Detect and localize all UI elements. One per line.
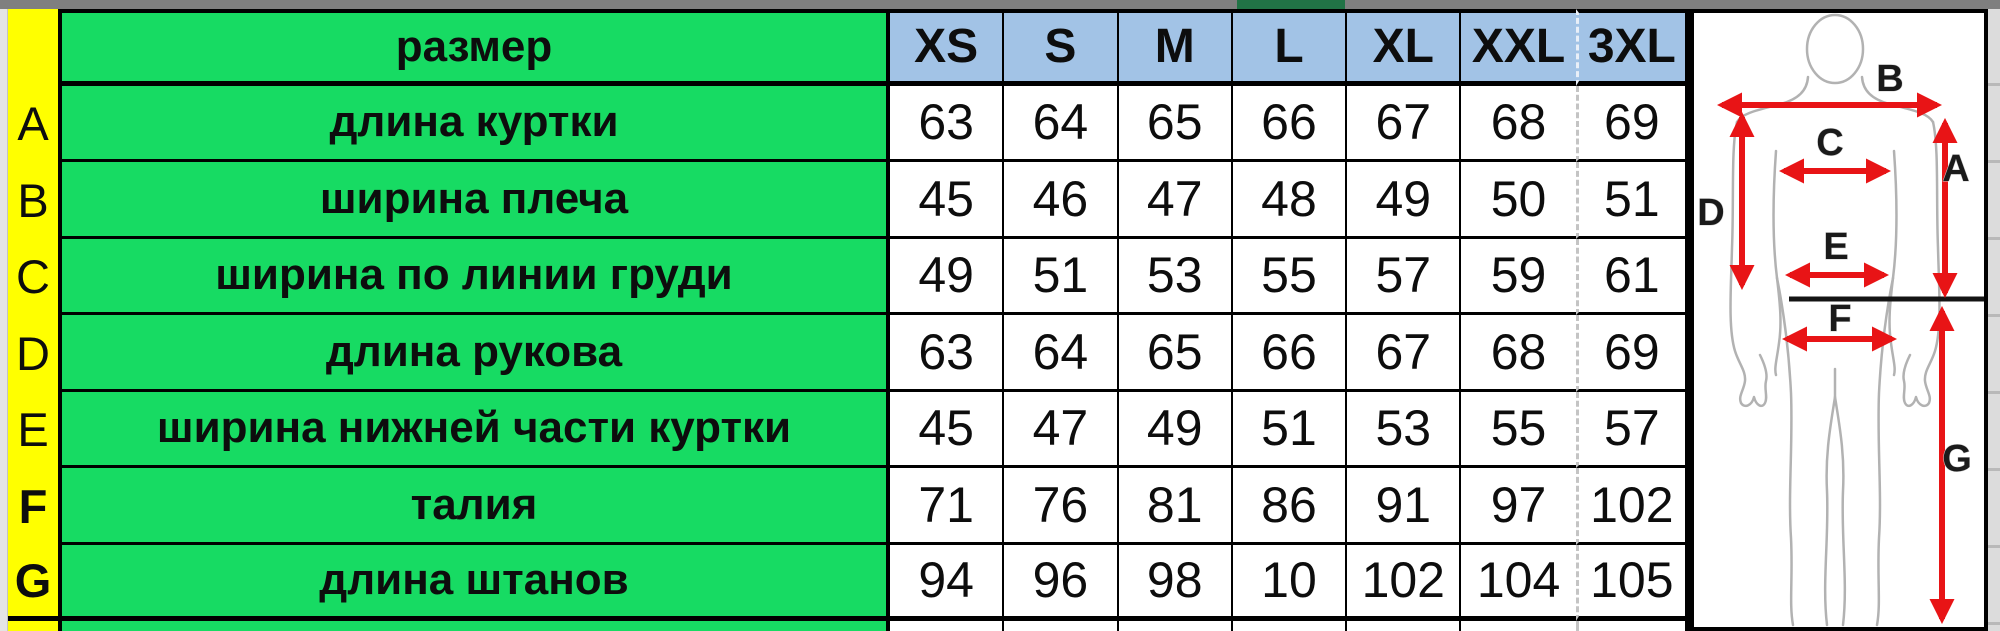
size-header-3xl: 3XL bbox=[1575, 9, 1690, 86]
row-label-E: ширина нижней части куртки bbox=[62, 391, 890, 468]
next-row-sliver bbox=[890, 621, 1005, 631]
sheet-top-tab bbox=[1237, 0, 1345, 9]
value-E-L: 51 bbox=[1232, 391, 1348, 468]
corner-cell bbox=[8, 9, 62, 86]
diagram-label-E: E bbox=[1823, 226, 1848, 268]
value-C-M: 53 bbox=[1118, 238, 1233, 315]
next-row-sliver bbox=[8, 621, 62, 631]
value-A-L: 66 bbox=[1232, 85, 1348, 162]
value-B-L: 48 bbox=[1232, 162, 1348, 239]
body-head bbox=[1805, 13, 1865, 85]
diagram-label-G: G bbox=[1942, 438, 1972, 480]
row-label-C: ширина по линии груди bbox=[62, 238, 890, 315]
value-F-XL: 91 bbox=[1347, 468, 1462, 545]
value-A-M: 65 bbox=[1118, 85, 1233, 162]
value-G-L: 10 bbox=[1232, 544, 1348, 621]
row-label-D: длина рукова bbox=[62, 315, 890, 392]
value-C-S: 51 bbox=[1004, 238, 1119, 315]
dimension-arrows bbox=[1716, 92, 1958, 625]
diagram-label-F: F bbox=[1828, 298, 1851, 340]
row-label-G: длина штанов bbox=[62, 544, 890, 621]
value-A-3XL: 69 bbox=[1575, 85, 1690, 162]
next-row-sliver bbox=[1004, 621, 1119, 631]
next-row-sliver bbox=[1232, 621, 1348, 631]
value-A-XS: 63 bbox=[890, 85, 1005, 162]
value-F-L: 86 bbox=[1232, 468, 1348, 545]
next-row-sliver bbox=[1461, 621, 1576, 631]
body-measurement-diagram: B A C D E F G bbox=[1690, 9, 1988, 631]
size-header-l: L bbox=[1232, 9, 1348, 86]
diagram-label-A: A bbox=[1942, 148, 1969, 190]
row-label-A: длина куртки bbox=[62, 85, 890, 162]
value-E-M: 49 bbox=[1118, 391, 1233, 468]
value-C-XXL: 59 bbox=[1461, 238, 1576, 315]
value-B-XXL: 50 bbox=[1461, 162, 1576, 239]
value-A-XL: 67 bbox=[1347, 85, 1462, 162]
value-E-XL: 53 bbox=[1347, 391, 1462, 468]
value-C-L: 55 bbox=[1232, 238, 1348, 315]
value-B-M: 47 bbox=[1118, 162, 1233, 239]
row-letter-F: F bbox=[8, 468, 62, 545]
next-row-sliver bbox=[1347, 621, 1462, 631]
value-F-XXL: 97 bbox=[1461, 468, 1576, 545]
value-G-S: 96 bbox=[1004, 544, 1119, 621]
value-B-XS: 45 bbox=[890, 162, 1005, 239]
size-header-xs: XS bbox=[890, 9, 1005, 86]
row-label-B: ширина плеча bbox=[62, 162, 890, 239]
value-D-3XL: 69 bbox=[1575, 315, 1690, 392]
size-header-s: S bbox=[1004, 9, 1119, 86]
value-C-XS: 49 bbox=[890, 238, 1005, 315]
row-letter-B: B bbox=[8, 162, 62, 239]
row-label-F: талия bbox=[62, 468, 890, 545]
row-letter-E: E bbox=[8, 391, 62, 468]
value-B-3XL: 51 bbox=[1575, 162, 1690, 239]
row-letter-G: G bbox=[8, 544, 62, 621]
next-row-sliver bbox=[1118, 621, 1233, 631]
value-E-XS: 45 bbox=[890, 391, 1005, 468]
value-B-XL: 49 bbox=[1347, 162, 1462, 239]
spreadsheet-top-strip bbox=[0, 0, 2000, 9]
diagram-label-B: B bbox=[1876, 58, 1903, 100]
row-letter-D: D bbox=[8, 315, 62, 392]
row-letter-C: C bbox=[8, 238, 62, 315]
value-F-S: 76 bbox=[1004, 468, 1119, 545]
size-header-m: M bbox=[1118, 9, 1233, 86]
size-header-xxl: XXL bbox=[1461, 9, 1576, 86]
value-C-3XL: 61 bbox=[1575, 238, 1690, 315]
value-B-S: 46 bbox=[1004, 162, 1119, 239]
size-header-xl: XL bbox=[1347, 9, 1462, 86]
value-F-3XL: 102 bbox=[1575, 468, 1690, 545]
value-G-XL: 102 bbox=[1347, 544, 1462, 621]
value-F-M: 81 bbox=[1118, 468, 1233, 545]
value-D-S: 64 bbox=[1004, 315, 1119, 392]
spreadsheet-right-strip bbox=[1988, 9, 2000, 631]
value-A-XXL: 68 bbox=[1461, 85, 1576, 162]
body-diagram-svg: B A C D E F G bbox=[1697, 13, 1984, 627]
table-title-cell: размер bbox=[62, 9, 890, 86]
row-letter-A: A bbox=[8, 85, 62, 162]
value-E-XXL: 55 bbox=[1461, 391, 1576, 468]
value-E-S: 47 bbox=[1004, 391, 1119, 468]
value-D-XS: 63 bbox=[890, 315, 1005, 392]
value-G-M: 98 bbox=[1118, 544, 1233, 621]
value-D-XXL: 68 bbox=[1461, 315, 1576, 392]
value-G-3XL: 105 bbox=[1575, 544, 1690, 621]
value-D-L: 66 bbox=[1232, 315, 1348, 392]
diagram-label-C: C bbox=[1816, 122, 1843, 164]
value-D-XL: 67 bbox=[1347, 315, 1462, 392]
value-A-S: 64 bbox=[1004, 85, 1119, 162]
value-D-M: 65 bbox=[1118, 315, 1233, 392]
value-C-XL: 57 bbox=[1347, 238, 1462, 315]
next-row-sliver bbox=[1575, 621, 1690, 631]
value-G-XS: 94 bbox=[890, 544, 1005, 621]
value-G-XXL: 104 bbox=[1461, 544, 1576, 621]
spreadsheet-left-strip bbox=[0, 9, 8, 631]
value-F-XS: 71 bbox=[890, 468, 1005, 545]
value-E-3XL: 57 bbox=[1575, 391, 1690, 468]
diagram-label-D: D bbox=[1697, 192, 1724, 234]
next-row-sliver bbox=[62, 621, 890, 631]
